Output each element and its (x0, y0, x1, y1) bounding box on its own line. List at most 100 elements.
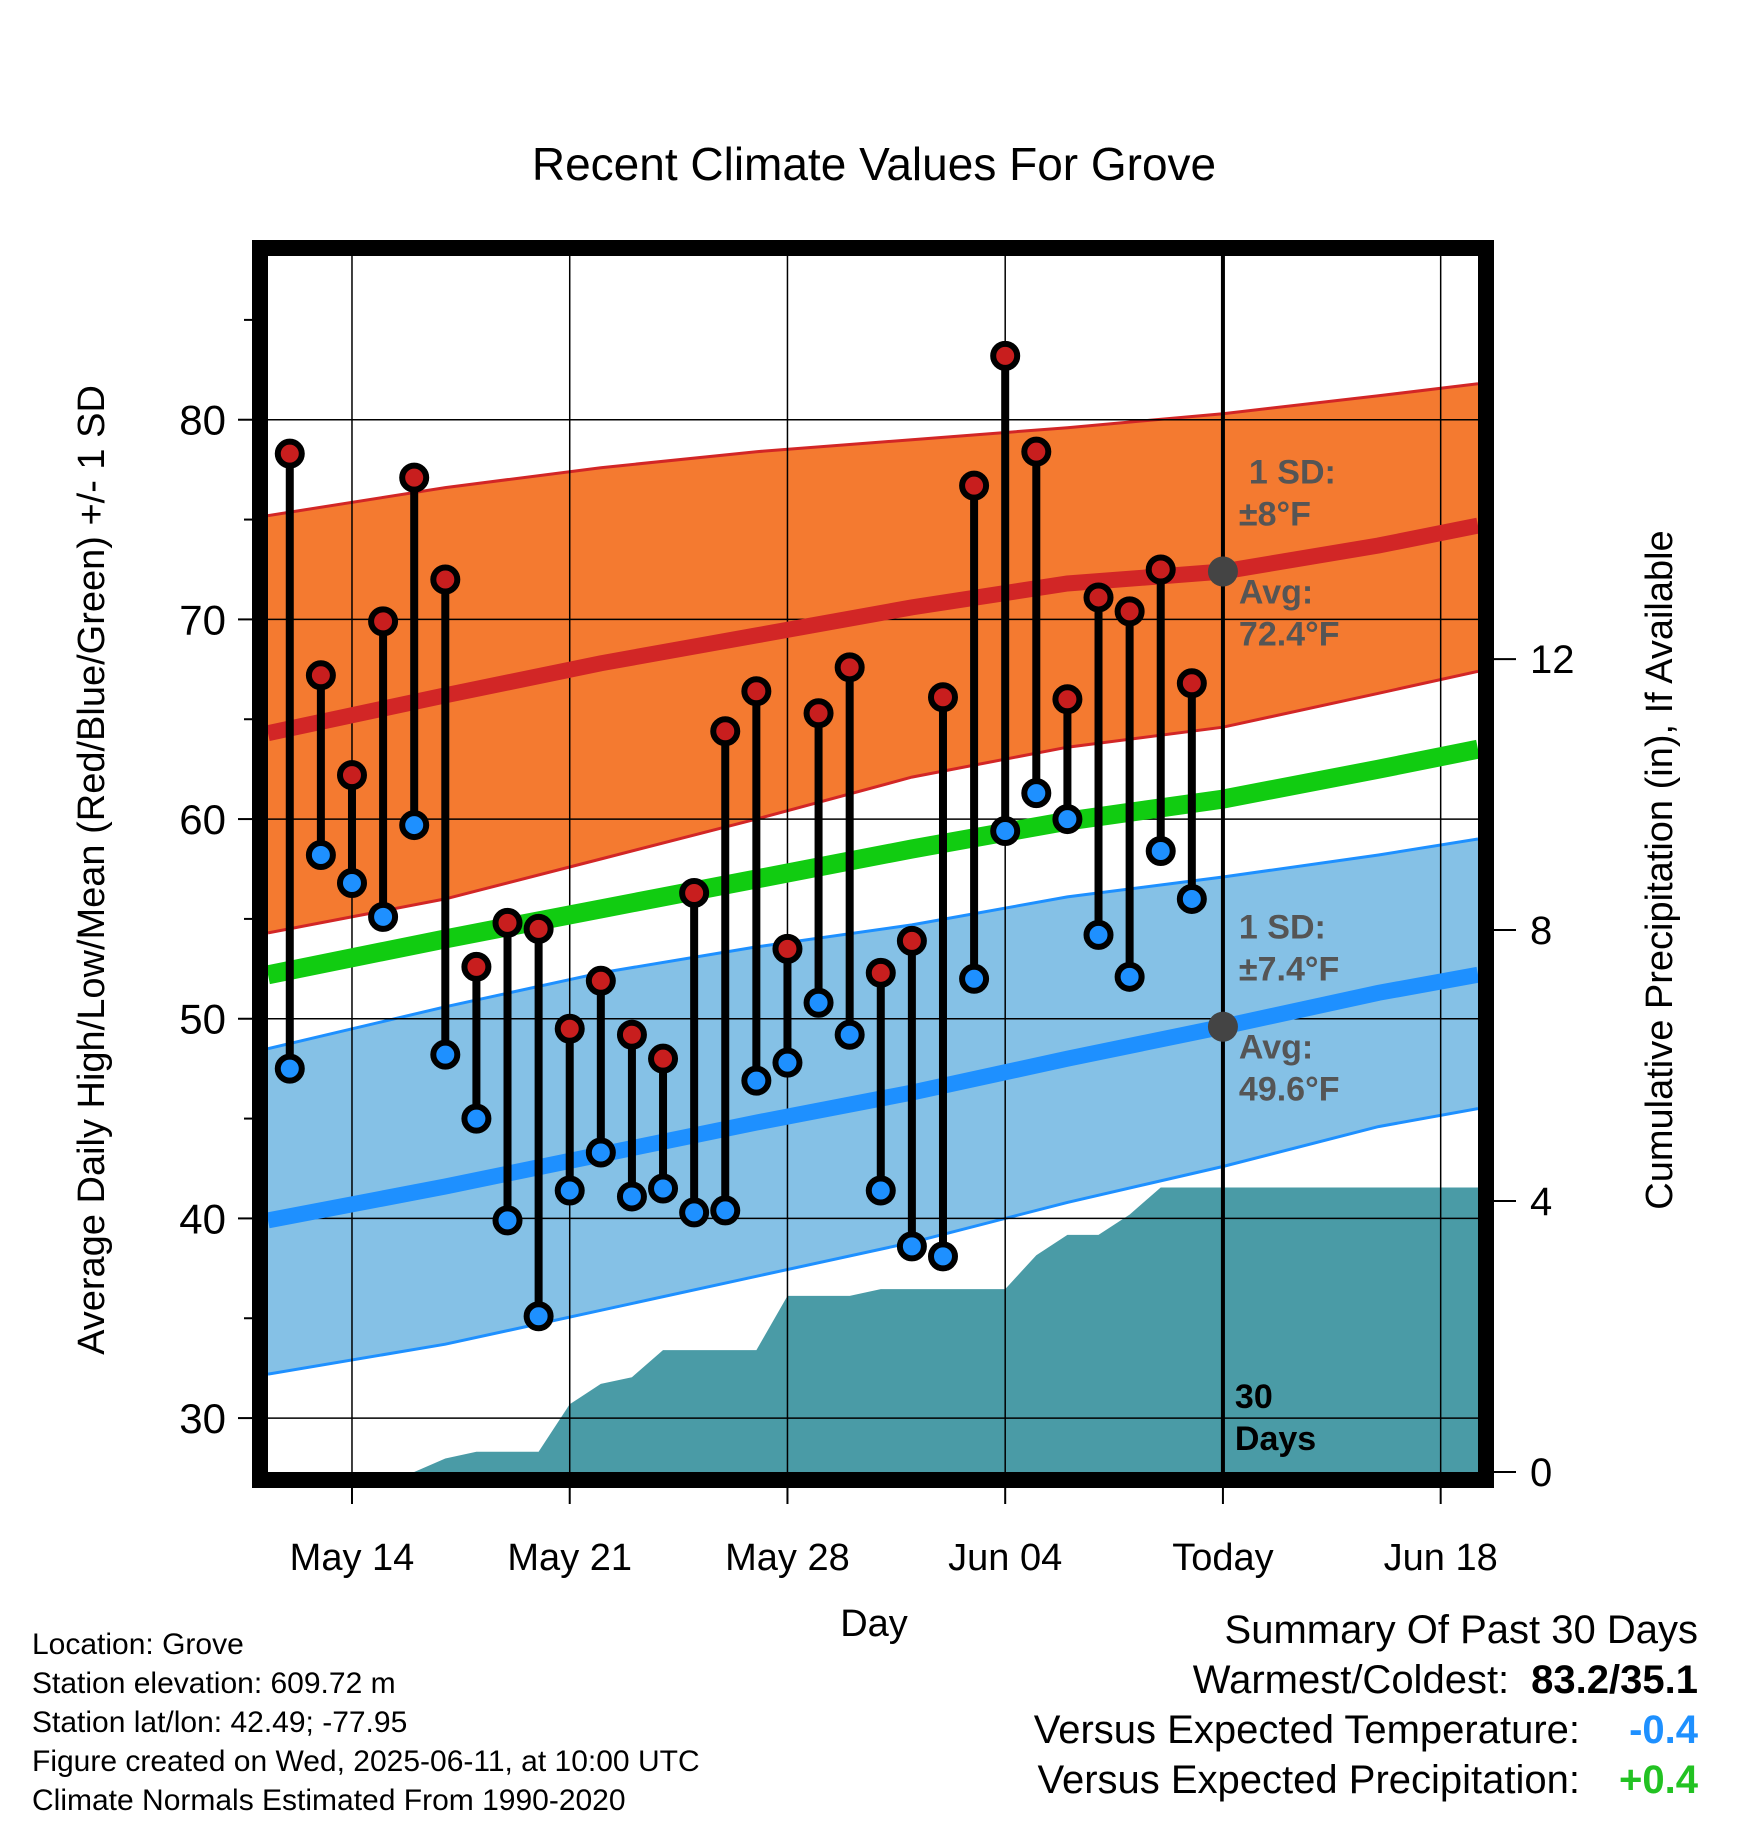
high-band-upper-edge (268, 382, 1478, 518)
summary-row-warmest-coldest: Warmest/Coldest: 83.2/35.1 (1034, 1655, 1698, 1705)
plot-area: 1 SD: ±8°F Avg: 72.4°F 1 SD: ±7.4°F Avg: 49.6°F… (179, 240, 1575, 1579)
today-label-line1: 30 (1235, 1378, 1273, 1416)
high-sd-value: ±8°F (1239, 495, 1311, 533)
low-point (554, 1175, 585, 1206)
low-point (896, 1231, 927, 1262)
y2-axis-label: Cumulative Precipitation (in), If Availa… (1639, 530, 1681, 1209)
summary-label: Versus Expected Temperature: (1033, 1708, 1580, 1752)
low-point (834, 1019, 865, 1050)
low-point (1176, 883, 1207, 914)
summary-value: +0.4 (1619, 1758, 1698, 1802)
low-point (336, 867, 367, 898)
low-point (1114, 961, 1145, 992)
high-band-lower-edge (268, 669, 1478, 935)
high-point (1114, 596, 1145, 627)
x-tick-label: May 14 (290, 1537, 415, 1579)
low-point (523, 1301, 554, 1332)
high-point (461, 951, 492, 982)
y2-tick-label: 4 (1530, 1180, 1552, 1224)
high-point (865, 957, 896, 988)
low-point (741, 1065, 772, 1096)
high-point (772, 933, 803, 964)
info-elevation: Station elevation: 609.72 m (32, 1667, 396, 1700)
high-point (1052, 684, 1083, 715)
plot-content (268, 256, 1478, 1472)
y-axis-label: Average Daily High/Low/Mean (Red/Blue/Gr… (71, 385, 113, 1355)
low-point (772, 1047, 803, 1078)
summary-value: -0.4 (1629, 1708, 1698, 1752)
y-tick-label: 30 (179, 1395, 226, 1442)
x-tick-label: May 21 (507, 1537, 632, 1579)
high-point (990, 340, 1021, 371)
high-point (430, 564, 461, 595)
high-avg-title: Avg: (1239, 573, 1313, 611)
summary-row-precipitation: Versus Expected Precipitation: +0.4 (1034, 1755, 1698, 1805)
high-point (959, 470, 990, 501)
low-point (990, 816, 1021, 847)
summary-title: Summary Of Past 30 Days (1224, 1608, 1698, 1652)
y2-tick-label: 12 (1530, 638, 1575, 682)
high-sd-title: 1 SD: (1249, 453, 1336, 491)
high-point (741, 676, 772, 707)
high-point (554, 1013, 585, 1044)
high-sd-band (268, 383, 1478, 933)
low-point (1021, 778, 1052, 809)
high-point (616, 1019, 647, 1050)
high-point (834, 652, 865, 683)
low-point (368, 901, 399, 932)
low-point (1052, 804, 1083, 835)
low-sd-value: ±7.4°F (1239, 951, 1339, 989)
low-point (927, 1241, 958, 1272)
low-point (648, 1173, 679, 1204)
high-point (368, 606, 399, 637)
high-normal-line (268, 517, 1478, 742)
today-label-line2: Days (1235, 1420, 1316, 1458)
high-point (803, 698, 834, 729)
summary-label: Versus Expected Precipitation: (1037, 1758, 1580, 1802)
high-point (585, 965, 616, 996)
y2-tick-label: 0 (1530, 1451, 1552, 1495)
high-point (1021, 436, 1052, 467)
low-point (959, 963, 990, 994)
info-created: Figure created on Wed, 2025-06-11, at 10… (32, 1745, 700, 1778)
summary-value: 83.2/35.1 (1531, 1658, 1698, 1702)
low-point (1083, 919, 1114, 950)
chart-title: Recent Climate Values For Grove (532, 138, 1216, 190)
plot-frame (252, 240, 1494, 1488)
high-point (274, 438, 305, 469)
x-axis-label: Day (840, 1603, 908, 1645)
high-point (1176, 668, 1207, 699)
y-tick-label: 40 (179, 1195, 226, 1242)
high-point (679, 877, 710, 908)
low-point (803, 987, 834, 1018)
low-point (679, 1197, 710, 1228)
low-point (710, 1195, 741, 1226)
low-avg-title: Avg: (1239, 1029, 1313, 1067)
low-point (430, 1039, 461, 1070)
summary-label: Warmest/Coldest: (1192, 1658, 1510, 1702)
y2-tick-label: 8 (1530, 909, 1552, 953)
high-point (492, 907, 523, 938)
low-point (865, 1175, 896, 1206)
y-tick-label: 50 (179, 996, 226, 1043)
high-point (336, 760, 367, 791)
y-tick-label: 70 (179, 596, 226, 643)
high-point (710, 716, 741, 747)
info-location: Location: Grove (32, 1628, 244, 1661)
low-avg-value: 49.6°F (1239, 1071, 1340, 1109)
low-point (305, 840, 336, 871)
high-point (1145, 554, 1176, 585)
summary-row-temperature: Versus Expected Temperature: -0.4 (1034, 1705, 1698, 1755)
today-high-avg-marker (1207, 556, 1238, 587)
low-point (1145, 836, 1176, 867)
high-point (927, 682, 958, 713)
low-sd-title: 1 SD: (1239, 909, 1326, 947)
low-band-upper-edge (268, 837, 1478, 1051)
low-point (616, 1181, 647, 1212)
high-point (896, 925, 927, 956)
low-point (461, 1103, 492, 1134)
high-point (305, 660, 336, 691)
low-point (399, 810, 430, 841)
low-point (274, 1053, 305, 1084)
